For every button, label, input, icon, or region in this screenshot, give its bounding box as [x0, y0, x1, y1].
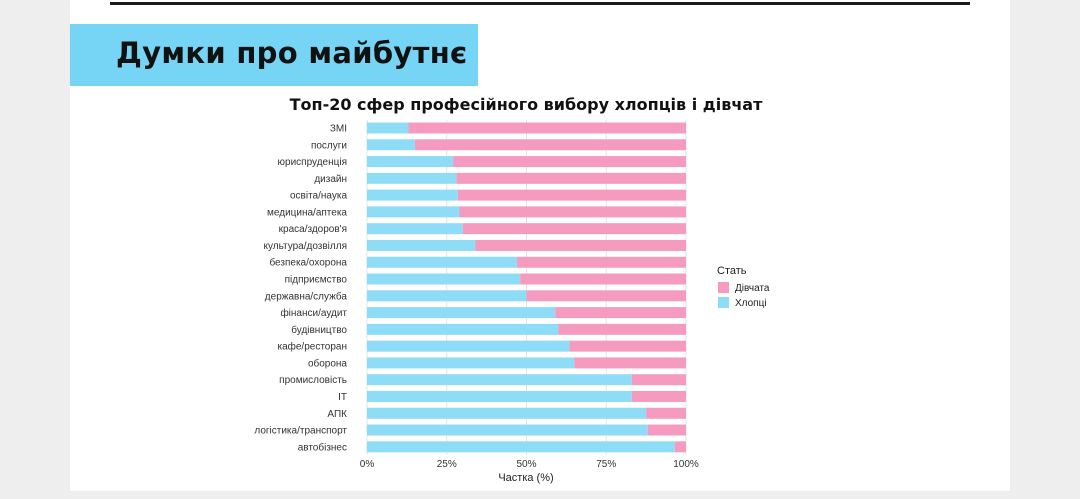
bar-segment: [462, 223, 686, 235]
x-tick-label: 25%: [437, 459, 457, 470]
bar-segment: [459, 206, 686, 218]
category-label: АПК: [327, 409, 347, 420]
bar-segment: [520, 273, 686, 285]
category-label: послуги: [311, 140, 347, 151]
category-label: освіта/наука: [290, 191, 347, 202]
bar-segment: [631, 374, 686, 386]
bar-segment: [367, 374, 632, 386]
bar-segment: [367, 357, 575, 369]
bar-segment: [453, 156, 686, 168]
bar-segment: [674, 441, 686, 453]
bar-segment: [408, 122, 686, 134]
x-tick-label: 0%: [360, 459, 375, 470]
x-tick-label: 50%: [516, 459, 536, 470]
category-label: державна/служба: [265, 290, 348, 302]
category-labels: ЗМІ послуги юриспруденція дизайн освіта/наук…: [254, 124, 347, 454]
bar-segment: [367, 139, 415, 151]
category-label: дизайн: [314, 174, 347, 185]
bar-segment: [367, 340, 570, 352]
bar-segment: [558, 323, 686, 335]
bar-segment: [367, 307, 556, 319]
category-label: IT: [338, 392, 347, 403]
category-label: безпека/охорона: [269, 257, 347, 269]
category-label: оборона: [308, 357, 347, 369]
category-label: кафе/ресторан: [277, 341, 347, 353]
category-label: краса/здоров'я: [279, 224, 347, 235]
chart-title: Топ-20 сфер професійного вибору хлопців …: [290, 95, 763, 114]
bar-segment: [647, 424, 686, 436]
bar-segment: [555, 307, 686, 319]
category-label: автобізнес: [298, 441, 347, 453]
category-label: будівництво: [291, 324, 347, 336]
category-label: фінанси/аудит: [280, 307, 347, 319]
category-label: логістика/транспорт: [254, 426, 347, 437]
bar-segment: [367, 156, 454, 168]
category-label: підприємство: [285, 275, 348, 286]
chart-legend: Стать Дівчата Хлопці: [717, 265, 770, 309]
bar-segment: [367, 290, 527, 302]
top-divider-line: [110, 2, 970, 5]
category-label: юриспруденція: [278, 157, 347, 168]
bar-segment: [367, 323, 559, 335]
category-label: промисловість: [279, 375, 347, 386]
bar-segment: [367, 424, 648, 436]
legend-title: Стать: [717, 265, 747, 277]
heading-banner: Думки про майбутнє: [70, 24, 478, 86]
x-axis-label: Частка (%): [498, 472, 553, 484]
x-tick-label: 75%: [596, 459, 616, 470]
legend-swatch: [718, 297, 729, 308]
bar-segment: [367, 407, 647, 419]
bar-segment: [367, 189, 458, 201]
bar-segment: [457, 189, 686, 201]
x-axis-ticks: 0% 25% 50% 75% 100%: [360, 459, 699, 470]
bar-segment: [367, 206, 460, 218]
bar-segment: [367, 172, 457, 184]
bar-segment: [574, 357, 686, 369]
bar-segment: [526, 290, 686, 302]
category-label: ЗМІ: [330, 124, 347, 135]
bar-segment: [569, 340, 686, 352]
slide-heading: Думки про майбутнє: [116, 36, 468, 70]
chart-bars: [367, 122, 686, 453]
bar-segment: [475, 239, 686, 251]
category-label: медицина/аптека: [267, 207, 347, 218]
bar-segment: [414, 139, 686, 151]
bar-segment: [367, 256, 517, 268]
legend-entry: Дівчата: [735, 283, 770, 294]
x-tick-label: 100%: [673, 459, 699, 470]
bar-segment: [516, 256, 686, 268]
bar-segment: [646, 407, 686, 419]
bar-segment: [367, 441, 675, 453]
bar-segment: [367, 223, 463, 235]
chart-gridlines: [366, 120, 687, 455]
legend-swatch: [718, 282, 729, 293]
category-label: культура/дозвілля: [263, 241, 347, 252]
bar-segment: [367, 239, 476, 251]
bar-segment: [631, 390, 686, 402]
bar-segment: [367, 390, 632, 402]
bar-segment: [367, 273, 521, 285]
bar-segment: [367, 122, 409, 134]
bar-segment: [456, 172, 686, 184]
legend-entry: Хлопці: [735, 298, 767, 309]
